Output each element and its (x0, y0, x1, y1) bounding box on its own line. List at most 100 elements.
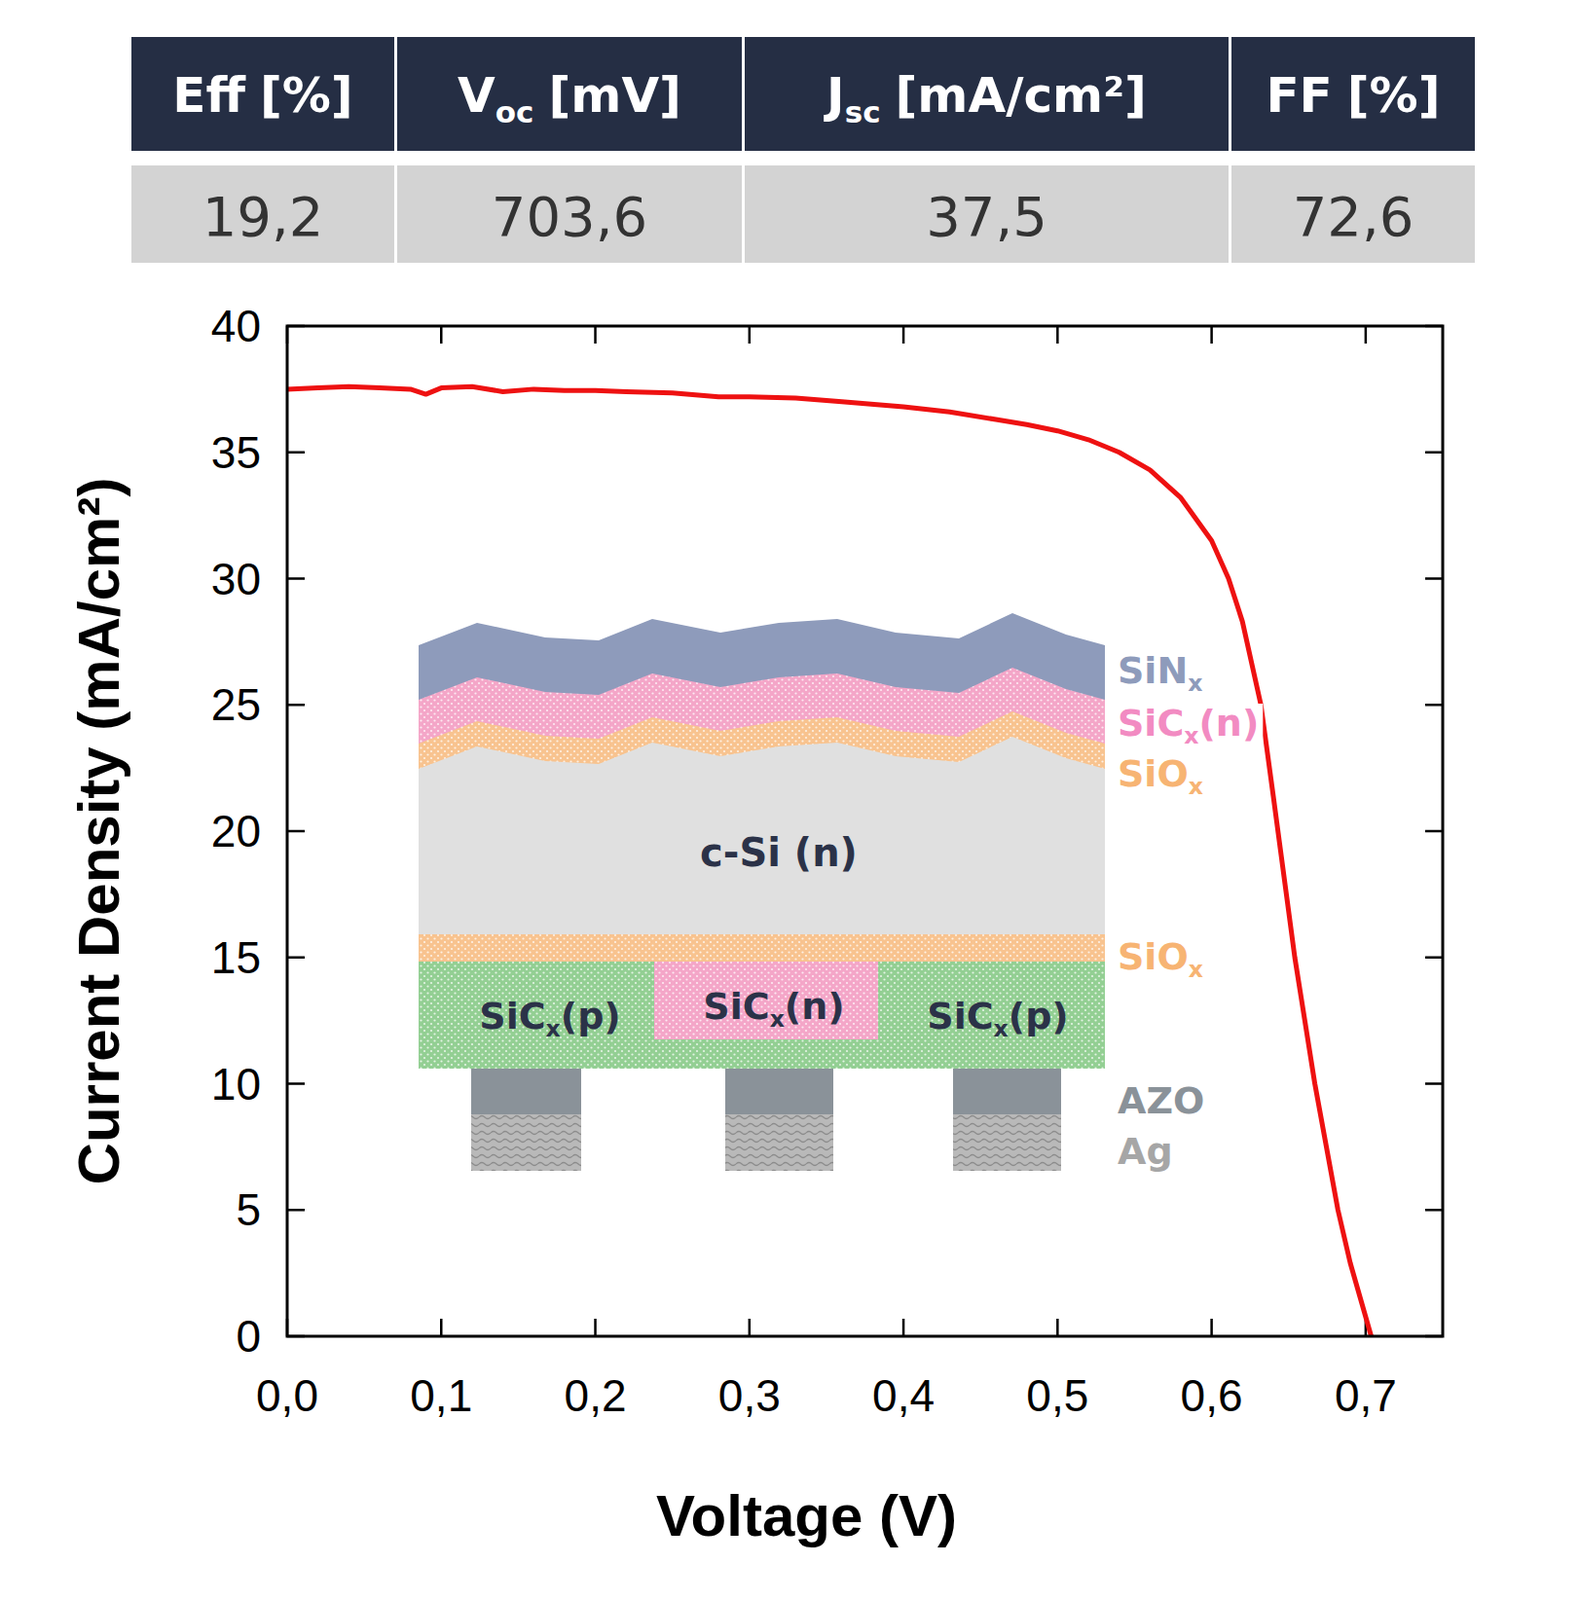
value-cell (744, 165, 1229, 263)
x-tick (748, 1319, 752, 1337)
y-tick (287, 1209, 305, 1212)
y-tick-right (1425, 956, 1443, 960)
y-tick-label: 15 (211, 932, 261, 984)
header-cell (1231, 36, 1475, 151)
x-tick (1210, 1319, 1213, 1337)
x-tick (1056, 1319, 1060, 1337)
y-tick-label: 10 (211, 1059, 261, 1110)
header-text-part: [mA/cm²] (895, 67, 1147, 124)
header-text: Jsc [mA/cm²] (823, 67, 1147, 130)
x-tick-label: 0,1 (409, 1370, 473, 1422)
sinx-layer (418, 613, 1105, 700)
y-tick-right (1425, 451, 1443, 455)
value-cell (397, 165, 742, 263)
rear-layer-label-part: SiC (926, 994, 993, 1038)
chart: 0,00,10,20,30,40,50,60,70510152025303540… (66, 300, 1443, 1549)
value-text: 37,5 (925, 184, 1048, 249)
ag-contact (725, 1114, 834, 1172)
header-text-part: [%] (259, 67, 354, 124)
rear-layer-label: SiCx(p) (926, 994, 1068, 1043)
rear-layer-label-part: (p) (1008, 994, 1069, 1038)
c-si-layer (418, 734, 1105, 935)
header-text-part: [mV] (548, 67, 682, 124)
x-tick (593, 1319, 597, 1337)
header-text-part: [%] (1347, 67, 1441, 124)
results-table: Eff[%]Voc[mV]Jsc[mA/cm²]FF[%]19,2703,637… (131, 36, 1475, 263)
y-tick-label: 30 (211, 553, 261, 605)
x-tick-top (1210, 326, 1213, 344)
azo-contact (953, 1068, 1062, 1115)
y-tick-label: 0 (235, 1311, 261, 1362)
layer-label: SiCx(n) (1117, 701, 1259, 750)
y-tick-right (1425, 1209, 1443, 1212)
y-tick (287, 1082, 305, 1086)
y-tick (287, 451, 305, 455)
layer-label-part: x (1187, 669, 1203, 698)
layer-label-part: SiC (1117, 701, 1184, 745)
device-inset: c-Si (n)SiCx(p)SiCx(n)SiCx(p) (418, 613, 1105, 1172)
y-tick (287, 956, 305, 960)
x-tick-top (1056, 326, 1060, 344)
y-tick (287, 703, 305, 707)
rear-sicx-n-region (654, 961, 879, 1040)
x-tick-top (440, 326, 443, 344)
plot-area (287, 386, 1372, 1337)
x-tick-label: 0,6 (1180, 1370, 1244, 1422)
value-cell (1231, 165, 1475, 263)
rear-layer-label: SiCx(p) (478, 994, 621, 1043)
layer-label-part: AZO (1117, 1079, 1205, 1123)
header-text: Eff[%] (172, 67, 353, 124)
header-text-part: FF (1265, 67, 1332, 124)
layer-label: Ag (1117, 1130, 1174, 1174)
y-tick-label: 5 (235, 1184, 261, 1236)
y-axis-title: Current Density (mA/cm²) (66, 477, 132, 1186)
y-tick-label: 40 (211, 300, 261, 352)
x-tick-label: 0,0 (256, 1370, 319, 1422)
header-cell (131, 36, 395, 151)
header-cell (744, 36, 1229, 151)
y-tick-right (1425, 577, 1443, 581)
x-tick-top (902, 326, 906, 344)
layer-label-part: x (1188, 772, 1204, 801)
rear-layer-label-part: x (770, 1005, 785, 1033)
header-text-part: sc (844, 94, 882, 130)
rear-layer-label: SiCx(n) (702, 985, 845, 1033)
x-tick-label: 0,4 (872, 1370, 935, 1422)
jv-curve (287, 386, 1372, 1337)
x-tick-label: 0,3 (718, 1370, 781, 1422)
layer-label-part: x (1183, 722, 1199, 750)
y-tick-right (1425, 1082, 1443, 1086)
y-tick (287, 577, 305, 581)
rear-sicx-p-layer (418, 961, 1105, 1069)
value-text: 72,6 (1292, 184, 1415, 249)
azo-contact (725, 1068, 834, 1115)
y-tick-label: 25 (211, 679, 261, 731)
x-tick-top (593, 326, 597, 344)
ag-contact (953, 1114, 1062, 1172)
value-cell (131, 165, 395, 263)
ag-contact (471, 1114, 582, 1172)
x-tick-top (748, 326, 752, 344)
plot-frame (287, 326, 1443, 1337)
y-tick (287, 830, 305, 834)
layer-label-part: (n) (1198, 701, 1259, 745)
header-text-part: J (823, 67, 845, 124)
x-axis-title: Voltage (V) (656, 1483, 957, 1549)
rear-layer-label-part: (n) (784, 985, 845, 1029)
y-tick-right (1425, 830, 1443, 834)
value-text: 19,2 (202, 184, 325, 249)
layer-label-part: x (1188, 955, 1204, 984)
rear-layer-label-part: x (993, 1015, 1009, 1043)
x-tick-top (1364, 326, 1368, 344)
x-tick (902, 1319, 906, 1337)
rear-layer-label-part: SiC (702, 985, 770, 1029)
x-tick-label: 0,5 (1026, 1370, 1089, 1422)
azo-contact (471, 1068, 582, 1115)
value-text: 703,6 (491, 184, 648, 249)
rear-siox-layer (418, 934, 1105, 962)
layer-label: AZO (1117, 1079, 1205, 1123)
rear-layer-label-part: x (546, 1015, 561, 1043)
rear-layer-label-part: (p) (560, 994, 622, 1038)
layer-label-part: SiO (1117, 935, 1189, 979)
layer-label: SiOx (1117, 935, 1204, 984)
